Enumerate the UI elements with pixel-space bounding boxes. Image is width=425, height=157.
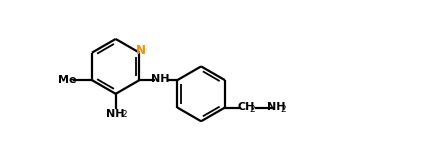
Text: NH: NH [151, 74, 170, 84]
Text: 2: 2 [249, 105, 255, 114]
Text: N: N [136, 44, 146, 57]
Text: 2: 2 [121, 110, 127, 119]
Text: Me: Me [59, 75, 77, 85]
Text: NH: NH [106, 109, 125, 119]
Text: NH: NH [267, 102, 286, 112]
Text: CH: CH [237, 102, 255, 112]
Text: 2: 2 [280, 105, 286, 114]
